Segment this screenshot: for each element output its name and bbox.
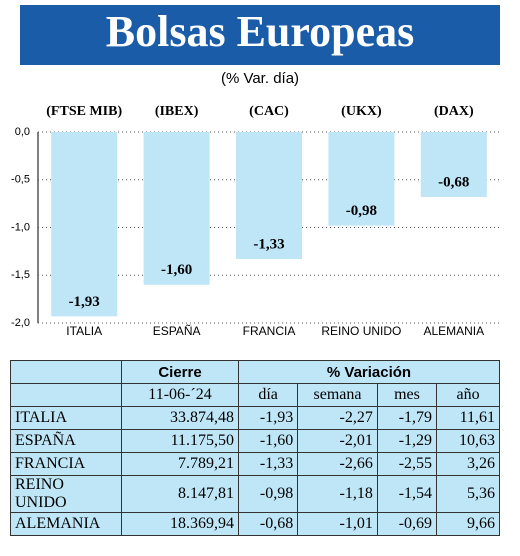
data-row: ALEMANIA 18.369,94 -0,68 -1,01 -0,69 9,66 <box>10 512 500 536</box>
data-row: ITALIA 33.874,48 -1,93 -2,27 -1,79 11,61 <box>10 406 500 430</box>
data-row: REINO UNIDO 8.147,81 -0,98 -1,18 -1,54 5,36 <box>10 475 500 513</box>
value-cell: -1,93 <box>237 406 299 430</box>
value-cell: -1,60 <box>237 429 299 453</box>
bar <box>420 132 487 197</box>
bar <box>236 132 302 260</box>
value-label: -0,98 <box>346 203 377 219</box>
value-cell: 11.175,50 <box>121 429 239 453</box>
row-label: ITALIA <box>10 406 122 430</box>
value-cell: -1,54 <box>376 475 438 513</box>
index-label: (DAX) <box>434 104 474 119</box>
value-cell: 3,26 <box>436 452 500 476</box>
x-tick-label: FRANCIA <box>243 324 296 338</box>
data-table: Cierre% Variación 11-06-´24 día semana mes añ… <box>10 360 500 536</box>
title-banner <box>20 5 500 65</box>
subheader-cell: 11-06-´24 <box>121 383 239 407</box>
row-label: FRANCIA <box>10 452 122 476</box>
bar <box>51 132 118 317</box>
value-cell: -1,33 <box>237 452 299 476</box>
value-cell: 9,66 <box>436 512 500 536</box>
value-cell: 8.147,81 <box>121 475 239 513</box>
row-label: ESPAÑA <box>10 429 122 453</box>
y-tick-label: -2,0 <box>11 317 30 329</box>
index-label: (UKX) <box>341 104 382 119</box>
value-cell: -1,29 <box>376 429 438 453</box>
value-cell: -0,68 <box>237 512 299 536</box>
index-label: (CAC) <box>249 104 289 119</box>
empty-cell <box>10 383 122 407</box>
data-row: ESPAÑA 11.175,50 -1,60 -2,01 -1,29 10,63 <box>10 429 500 453</box>
value-cell: -1,18 <box>297 475 378 513</box>
value-cell: 11,61 <box>436 406 500 430</box>
value-cell: -0,98 <box>237 475 299 513</box>
value-cell: -2,01 <box>297 429 378 453</box>
value-cell: 33.874,48 <box>121 406 239 430</box>
value-cell: -1,01 <box>297 512 378 536</box>
x-tick-label: REINO UNIDO <box>321 324 401 338</box>
subheader-cell: día <box>237 383 299 407</box>
value-label: -1,60 <box>161 262 192 278</box>
bar <box>143 132 210 285</box>
value-cell: 5,36 <box>436 475 500 513</box>
index-label: (FTSE MIB) <box>46 104 122 119</box>
value-cell: -1,79 <box>376 406 438 430</box>
y-tick-label: -1,5 <box>11 269 30 281</box>
value-cell: -0,69 <box>376 512 438 536</box>
row-label: ALEMANIA <box>10 512 122 536</box>
header-cell: % Variación <box>238 360 500 384</box>
bar <box>328 132 395 226</box>
empty-cell <box>10 360 122 384</box>
y-tick-label: -1,0 <box>11 221 30 233</box>
row-label: REINO UNIDO <box>10 475 122 513</box>
index-label: (IBEX) <box>155 104 199 119</box>
chart-title: Bolsas Europeas <box>106 7 415 56</box>
header-cell: Cierre <box>121 360 239 384</box>
chart: Bolsas Europeas (% Var. día) 0,0 -0,5 -1,0… <box>11 5 500 338</box>
value-cell: -2,66 <box>297 452 378 476</box>
subheader-cell: mes <box>376 383 438 407</box>
y-tick-label: 0,0 <box>15 126 30 138</box>
y-tick-label: -0,5 <box>11 174 30 186</box>
value-label: -1,33 <box>253 236 284 252</box>
value-cell: 10,63 <box>436 429 500 453</box>
value-label: -0,68 <box>438 174 469 190</box>
value-cell: -2,55 <box>376 452 438 476</box>
data-row: FRANCIA 7.789,21 -1,33 -2,66 -2,55 3,26 <box>10 452 500 476</box>
x-tick-label: ITALIA <box>66 324 102 338</box>
value-label: -1,93 <box>69 294 100 310</box>
subheader-cell: semana <box>297 383 378 407</box>
value-cell: 7.789,21 <box>121 452 239 476</box>
subheader-row: 11-06-´24 día semana mes año <box>10 383 500 407</box>
x-tick-label: ESPAÑA <box>153 324 201 338</box>
value-cell: -2,27 <box>297 406 378 430</box>
header-row: Cierre% Variación <box>10 360 500 384</box>
value-cell: 18.369,94 <box>121 512 239 536</box>
subheader-cell: año <box>436 383 500 407</box>
x-tick-label: ALEMANIA <box>423 324 484 338</box>
chart-subtitle: (% Var. día) <box>221 70 299 87</box>
